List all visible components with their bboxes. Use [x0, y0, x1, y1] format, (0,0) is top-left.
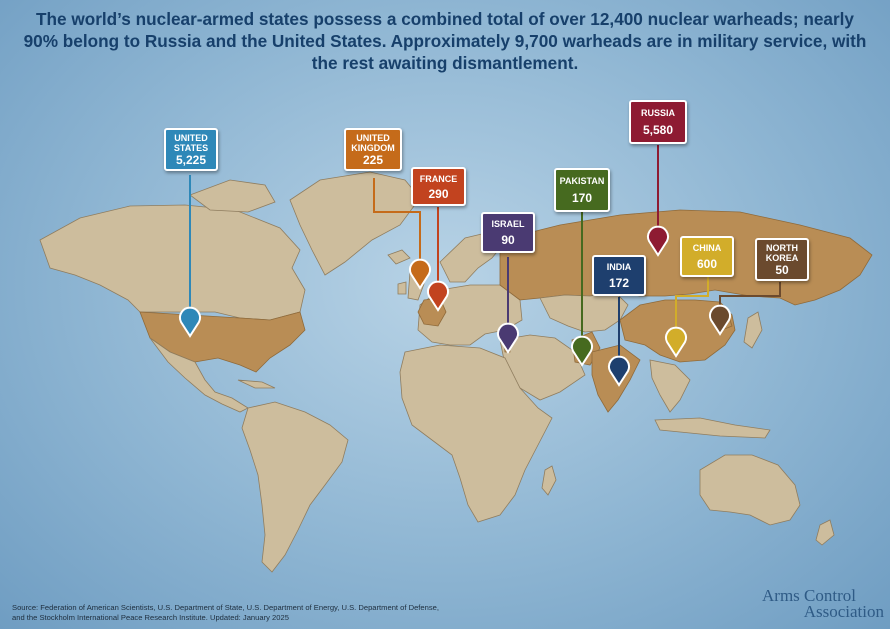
pins — [179, 225, 731, 387]
label-name-uk-line1: UNITED — [356, 133, 390, 143]
label-count-france: 290 — [428, 187, 449, 201]
label-count-pakistan: 170 — [571, 191, 593, 205]
africa — [399, 344, 553, 523]
israel-pin — [497, 322, 519, 354]
connector-lines — [189, 145, 781, 362]
label-france: FRANCE 290 — [411, 167, 466, 206]
brand-line-1: Arms Control — [762, 586, 856, 605]
china-connector — [675, 277, 709, 332]
label-united-states: UNITED STATES 5,225 — [164, 128, 218, 171]
headline: The world’s nuclear-armed states possess… — [23, 9, 867, 73]
label-count-russia: 5,580 — [642, 123, 674, 137]
label-united-kingdom: UNITED KINGDOM 225 — [344, 128, 402, 171]
label-name-uk-line2: KINGDOM — [351, 143, 395, 153]
source-note: Source: Federation of American Scientist… — [12, 603, 532, 622]
uk-pin — [409, 258, 431, 290]
label-count-china: 600 — [696, 257, 718, 271]
canada — [39, 204, 306, 321]
russia-pin — [647, 225, 669, 257]
pakistan-pin — [571, 335, 593, 367]
australia — [699, 454, 801, 526]
france-pin — [427, 280, 449, 312]
label-name-israel: ISRAEL — [491, 219, 525, 229]
label-pakistan: PAKISTAN 170 — [554, 168, 610, 212]
label-count-india: 172 — [608, 276, 630, 290]
south-america — [241, 401, 349, 573]
japan — [743, 311, 763, 349]
label-north-korea: NORTH KOREA 50 — [755, 238, 809, 281]
label-name-france: FRANCE — [419, 174, 458, 184]
source-line-2: and the Stockholm International Peace Re… — [12, 612, 289, 622]
uk-connector — [373, 178, 421, 262]
madagascar — [541, 465, 557, 496]
label-count-israel: 90 — [501, 233, 515, 247]
label-russia: RUSSIA 5,580 — [629, 100, 687, 144]
label-china: CHINA 600 — [680, 236, 734, 277]
us-pin — [179, 306, 201, 338]
label-count-us: 5,225 — [175, 153, 207, 167]
indonesia — [654, 417, 771, 439]
arctic-islands — [189, 179, 276, 213]
label-name-us-line1: UNITED — [174, 133, 208, 143]
label-name-nk-line1: NORTH — [766, 243, 798, 253]
label-name-china: CHINA — [692, 243, 722, 253]
label-name-india: INDIA — [606, 262, 632, 272]
label-name-nk-line2: KOREA — [765, 253, 799, 263]
label-india: INDIA 172 — [592, 255, 646, 296]
north-korea-pin — [709, 304, 731, 336]
brand-logo: Arms Control Association — [762, 586, 886, 621]
usa — [139, 311, 306, 373]
north-korea-connector — [719, 282, 781, 310]
label-name-russia: RUSSIA — [640, 108, 675, 118]
china-pin — [665, 326, 687, 358]
label-count-nk: 50 — [775, 263, 789, 277]
label-name-us-line2: STATES — [173, 143, 209, 153]
greenland — [289, 171, 421, 276]
iceland — [387, 249, 411, 265]
caribbean — [237, 379, 276, 389]
label-israel: ISRAEL 90 — [481, 212, 535, 253]
source-line-1: Source: Federation of American Scientist… — [12, 603, 439, 612]
label-count-uk: 225 — [362, 153, 384, 167]
southeast-asia — [649, 359, 691, 413]
ireland — [397, 281, 407, 295]
brand-line-2: Association — [803, 602, 884, 621]
new-zealand — [815, 519, 835, 546]
label-name-pakistan: PAKISTAN — [559, 176, 605, 186]
india-pin — [608, 355, 630, 387]
central-asia — [539, 291, 629, 333]
